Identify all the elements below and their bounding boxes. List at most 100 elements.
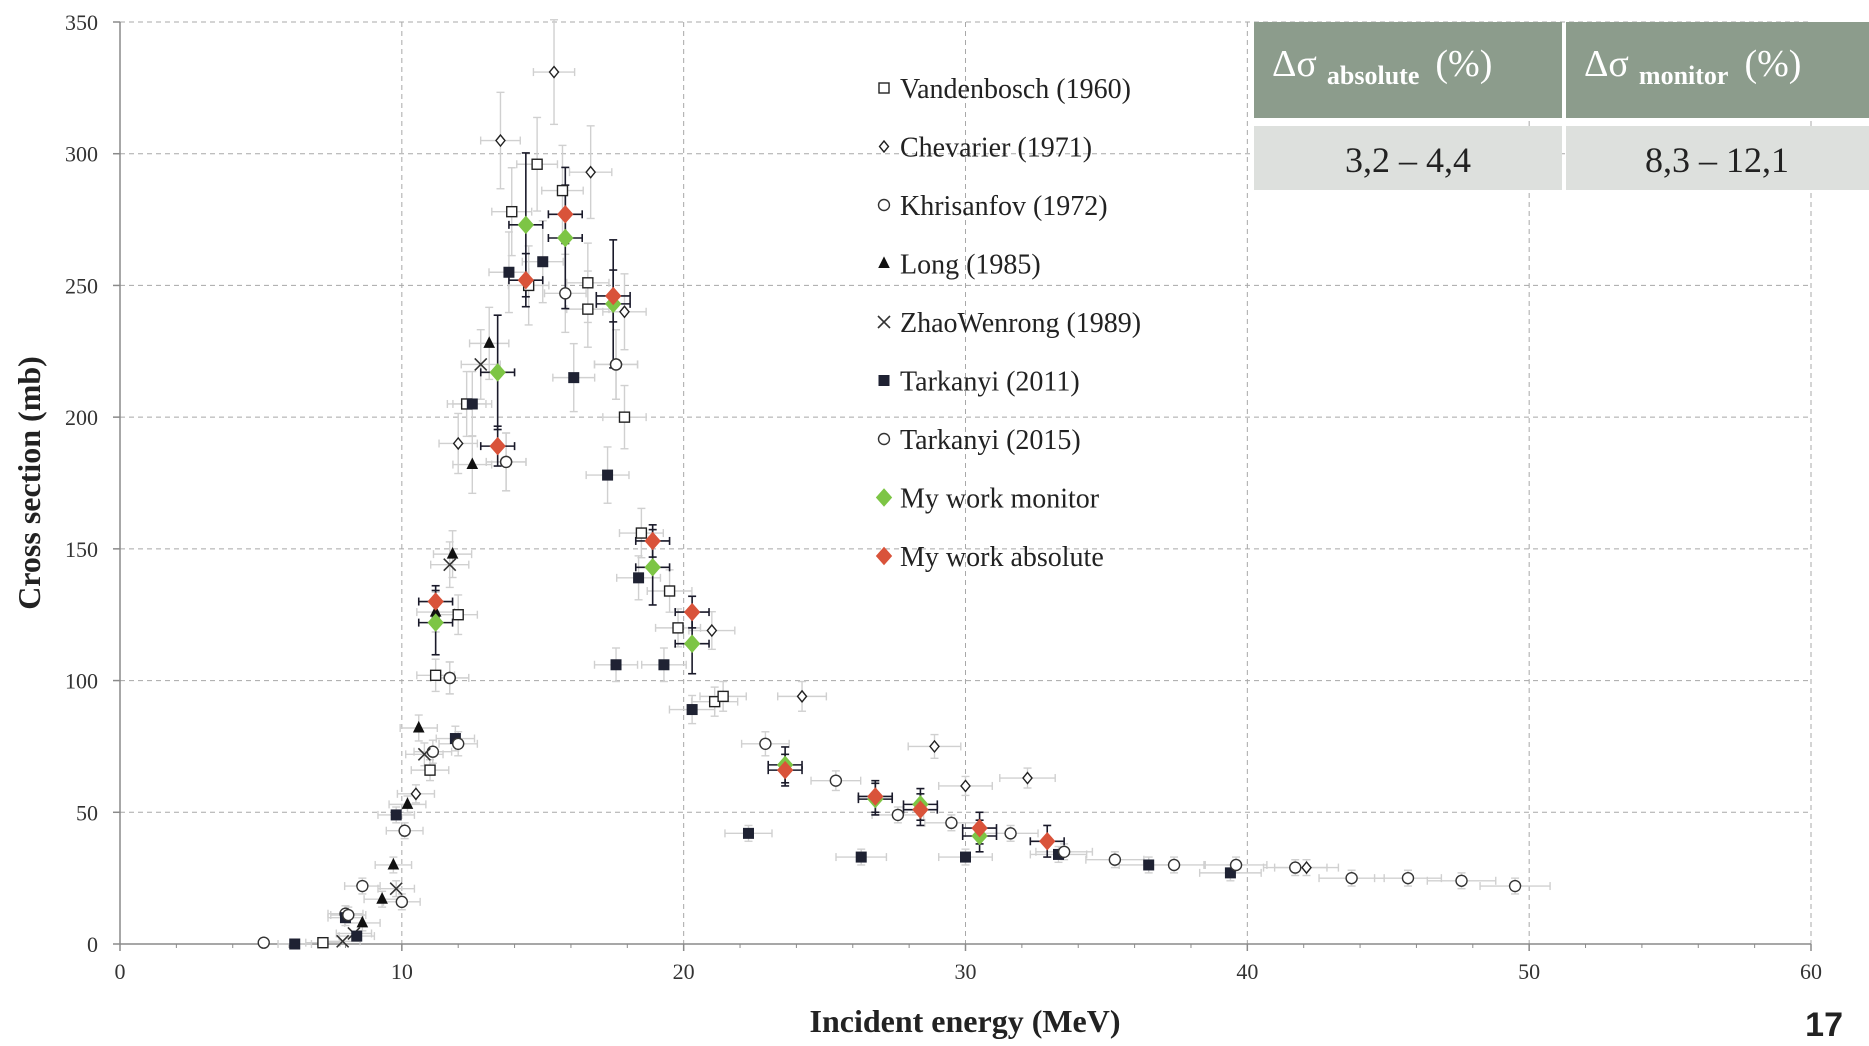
subscript-absolute: absolute: [1327, 61, 1419, 90]
point-tarkanyi-2011: [351, 930, 363, 942]
point-shape: [503, 266, 515, 278]
x-tick-label: 10: [391, 959, 413, 984]
point-shape: [395, 895, 409, 909]
point-shape: [537, 256, 549, 268]
point-shape: [356, 879, 369, 893]
point-khrisanfov-1972: [356, 879, 369, 893]
point-shape: [351, 930, 363, 942]
point-shape: [796, 689, 808, 703]
point-shape: [474, 357, 488, 372]
point-shape: [742, 827, 754, 839]
point-shape: [877, 315, 891, 329]
point-tarkanyi-2011: [658, 659, 670, 671]
legend-item: Long (1985): [878, 250, 1041, 281]
legend-label: ZhaoWenrong (1989): [900, 308, 1141, 339]
point-tarkanyi-2011: [289, 938, 301, 950]
point-shape: [960, 779, 971, 793]
table-header-bg-monitor: [1566, 22, 1869, 118]
point-zhaowenrong-1989: [389, 882, 403, 896]
point-vandenbosch-1960: [556, 184, 569, 197]
point-shape: [585, 165, 597, 179]
legend-label: Long (1985): [900, 250, 1041, 281]
point-my-work-absolute: [427, 592, 444, 611]
point-tarkanyi-2011: [742, 827, 754, 839]
point-shape: [356, 915, 369, 928]
point-tarkanyi-2015: [891, 808, 905, 822]
point-tarkanyi-2011: [390, 809, 402, 821]
point-shape: [635, 527, 648, 539]
point-shape: [336, 934, 350, 948]
point-shape: [398, 824, 411, 837]
legend: Vandenbosch (1960) Chevarier (1971) Khrisa…: [875, 74, 1141, 573]
point-shape: [960, 851, 971, 863]
y-axis-title: Cross section (mb): [11, 356, 47, 610]
point-shape: [1289, 861, 1302, 874]
point-long-1985: [387, 857, 400, 870]
point-my-work-monitor: [489, 363, 506, 382]
point-long-1985: [446, 547, 459, 559]
point-shape: [390, 809, 402, 821]
point-shape: [929, 739, 940, 754]
point-shape: [452, 737, 465, 750]
table-value-absolute: 3,2 – 4,4: [1345, 140, 1471, 180]
point-shape: [877, 198, 891, 212]
point-shape: [483, 336, 496, 348]
point-shape: [1057, 845, 1071, 858]
point-shape: [878, 375, 890, 386]
point-shape: [878, 256, 890, 268]
point-vandenbosch-1960: [717, 690, 729, 703]
point-vandenbosch-1960: [429, 669, 442, 682]
point-zhaowenrong-1989: [443, 558, 457, 572]
point-my-work-monitor: [517, 215, 535, 235]
point-shape: [633, 572, 645, 584]
point-shape: [663, 585, 676, 597]
point-shape: [878, 82, 890, 94]
point-my-work-absolute: [489, 436, 506, 456]
point-shape: [417, 747, 431, 761]
point-shape: [658, 659, 670, 671]
point-my-work-absolute: [644, 531, 661, 551]
axis-layer: 0 10 20 30 40 50 60 0 50 100 150 200 250 300 350: [65, 10, 1822, 984]
point-my-work-absolute: [1039, 832, 1056, 851]
point-shape: [452, 436, 464, 451]
y-tick-label: 200: [65, 405, 98, 430]
point-shape: [499, 455, 513, 469]
x-tick-label: 0: [115, 959, 126, 984]
point-shape: [1455, 874, 1468, 887]
point-chevarier-1971: [452, 436, 464, 451]
point-tarkanyi-2011: [1224, 867, 1236, 879]
point-tarkanyi-2011: [1143, 859, 1155, 871]
point-tarkanyi-2011: [855, 851, 867, 863]
point-tarkanyi-2011: [633, 572, 645, 584]
point-tarkanyi-2015: [443, 671, 456, 685]
point-shape: [1004, 827, 1017, 840]
x-tick-label: 20: [673, 959, 695, 984]
delta-sigma-symbol: Δσ: [1584, 43, 1629, 85]
point-shape: [568, 372, 580, 384]
point-chevarier-1971: [619, 305, 630, 319]
point-chevarier-1971: [706, 623, 718, 638]
point-shape: [257, 936, 270, 949]
point-shape: [1229, 858, 1243, 872]
point-vandenbosch-1960: [317, 936, 329, 949]
point-shape: [429, 669, 442, 682]
point-chevarier-1971: [410, 787, 422, 801]
point-shape: [506, 205, 518, 218]
point-my-work-absolute: [912, 800, 929, 819]
point-shape: [559, 287, 572, 300]
point-tarkanyi-2015: [452, 737, 465, 750]
unit-percent: (%): [1744, 43, 1801, 85]
legend-item: My work absolute: [875, 542, 1104, 573]
point-shape: [556, 184, 569, 197]
point-chevarier-1971: [960, 779, 971, 793]
point-shape: [452, 609, 464, 621]
point-shape: [945, 816, 958, 830]
point-vandenbosch-1960: [582, 303, 594, 315]
point-tarkanyi-2015: [1508, 879, 1522, 893]
point-tarkanyi-2015: [1108, 853, 1122, 866]
point-chevarier-1971: [585, 165, 597, 179]
point-vandenbosch-1960: [672, 622, 684, 634]
point-long-1985: [376, 892, 388, 904]
legend-marker: [878, 82, 890, 94]
